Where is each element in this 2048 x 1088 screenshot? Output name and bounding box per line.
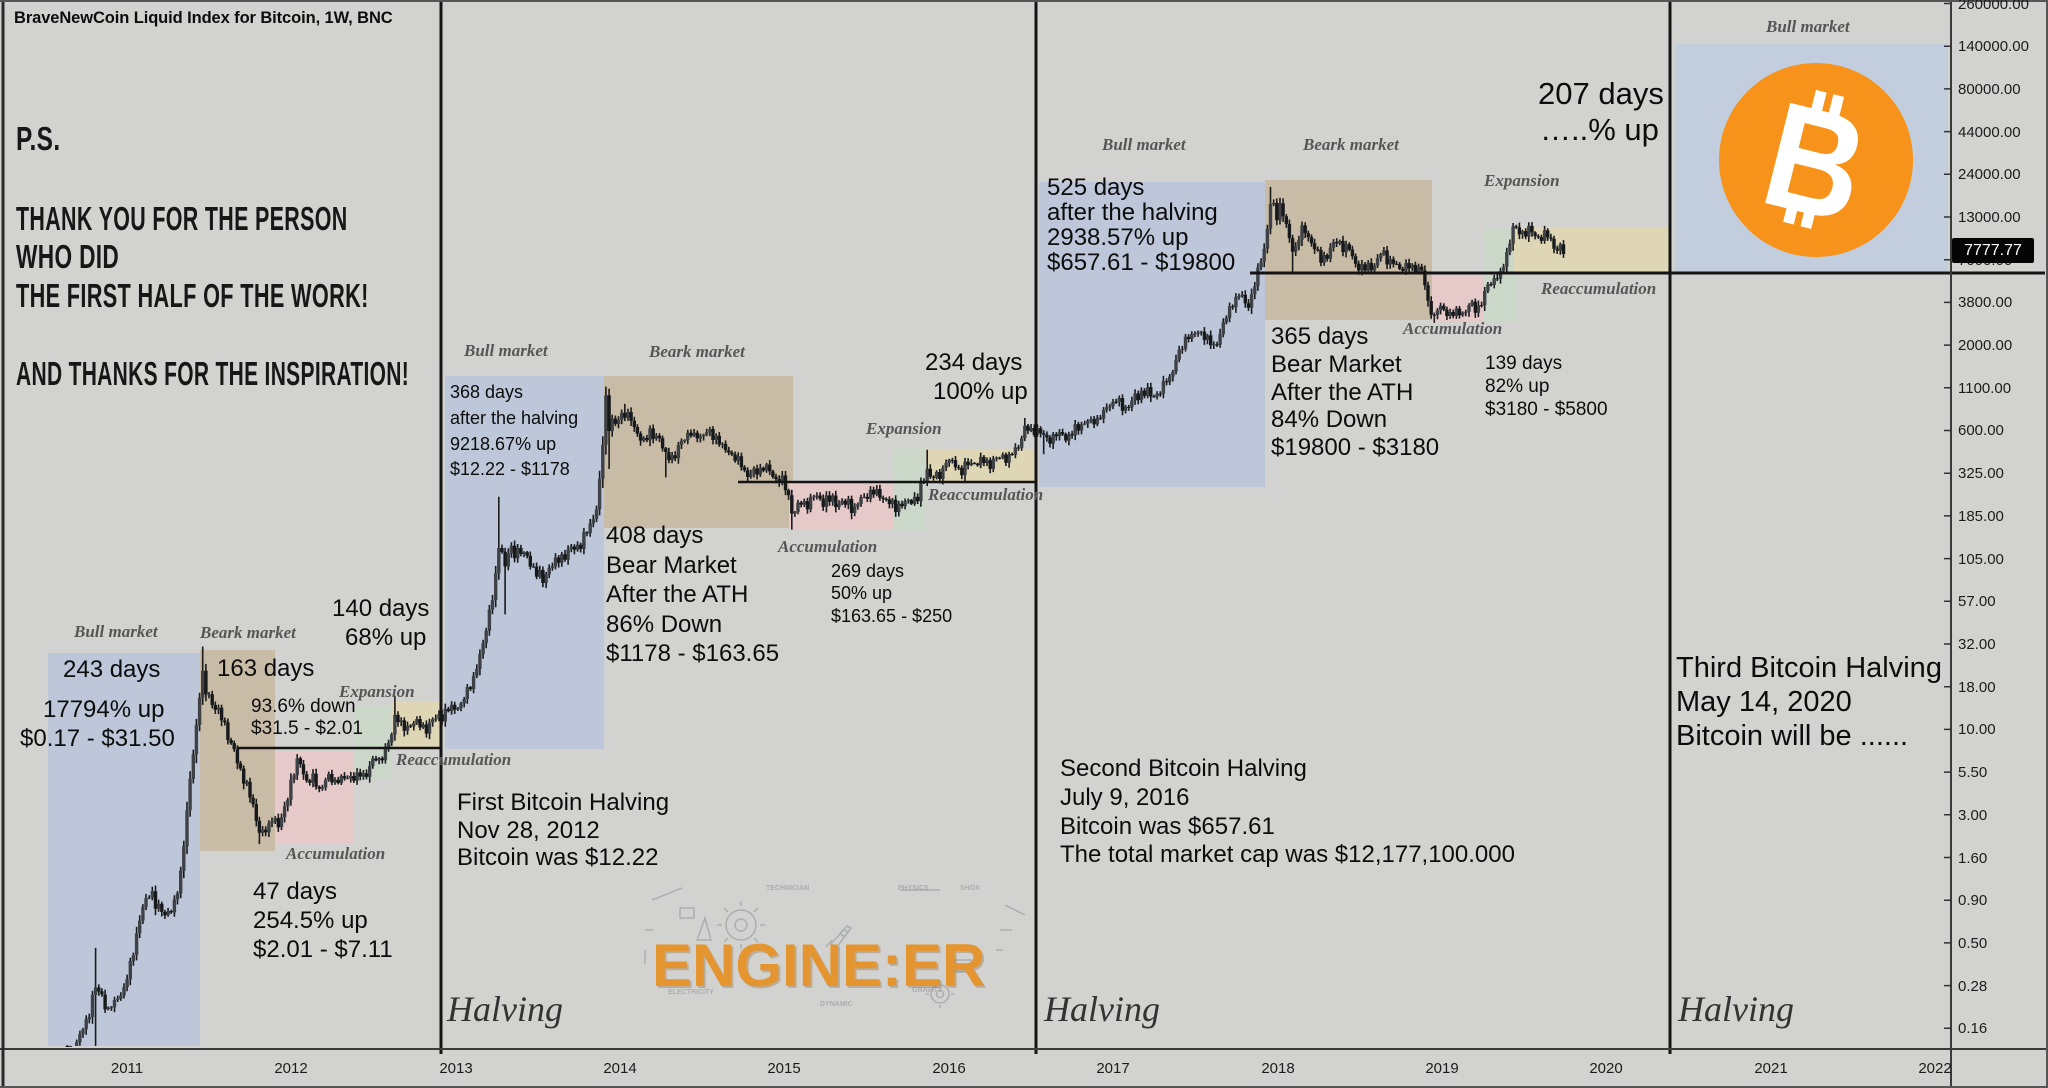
svg-text:SHOX: SHOX (960, 885, 980, 892)
svg-text:TECHNICIAN: TECHNICIAN (766, 885, 809, 892)
svg-text:GRAVITY: GRAVITY (912, 987, 943, 994)
svg-text:ELECTRICITY: ELECTRICITY (668, 989, 714, 996)
svg-text:DYNAMIC: DYNAMIC (820, 1001, 853, 1008)
svg-text:PHYSICS: PHYSICS (898, 885, 929, 892)
